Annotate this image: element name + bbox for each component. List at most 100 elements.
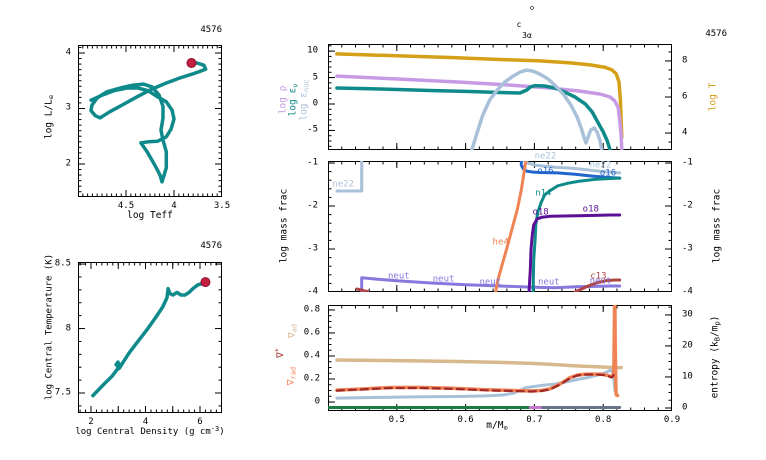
y-right-tick-label: -1: [682, 157, 693, 168]
gradient-panel-canvas: [328, 305, 672, 411]
series-o18: [527, 213, 622, 292]
sun-symbol: ⊙: [503, 424, 508, 432]
profile-top-canvas: [328, 44, 672, 150]
trho-y-axis-title: log Central Temperature (K): [44, 253, 55, 401]
series-n14: [531, 176, 622, 292]
y-tick-label: 3: [65, 102, 71, 113]
series-he4: [494, 161, 528, 292]
entropy-text-close: ): [709, 315, 721, 322]
burn-label-3alpha: 3α: [522, 31, 532, 40]
trho-y-axis-title-text: log Central Temperature (K): [44, 253, 55, 401]
nabla-symbol: ∇: [285, 379, 297, 386]
sun-symbol: ⊙: [47, 94, 56, 100]
entropy-text: entropy (k: [709, 341, 721, 399]
trho-x-axis-title-close: ): [219, 427, 225, 437]
series-c13-left: [355, 287, 370, 292]
rad-subscript: rad: [289, 366, 298, 380]
y-tick-label: 0.2: [303, 373, 320, 384]
series-ne22-env: [521, 161, 622, 175]
log-eps-nuc-text: log ε: [298, 92, 310, 121]
series-grad-rad: [335, 305, 620, 398]
curve-label-ne22: ne22: [534, 151, 557, 162]
burn-label-c: c: [516, 20, 522, 29]
y-right-tick-label: 0: [682, 402, 688, 413]
series-log-rho: [335, 74, 624, 150]
series-entropy: [335, 368, 618, 400]
exponent: -3: [210, 425, 220, 433]
model-number-profiles: 4576: [705, 29, 727, 39]
y-right-tick-label: -3: [682, 243, 693, 254]
y-tick-label: 2: [65, 158, 71, 169]
log-t-axis-label: log T: [707, 82, 719, 112]
series-hr-track-b: [89, 86, 176, 184]
y-tick-label: 8: [65, 323, 71, 334]
series-grad-ad: [335, 358, 623, 370]
y-tick-label: 0.6: [303, 327, 320, 338]
y-tick-label: 5: [312, 72, 318, 83]
current-model-marker: [200, 277, 211, 288]
y-tick-label: 0.4: [303, 350, 320, 361]
log-eps-nu-text: log ε: [287, 87, 299, 117]
series-neut: [360, 276, 622, 292]
hr-y-axis-title: log L/L⊙: [44, 94, 56, 139]
log-rho-axis-label: log ρ: [277, 86, 288, 115]
grad-ad-axis-label: ∇ad: [287, 323, 299, 338]
x-tick-label: 0.9: [663, 415, 681, 425]
entropy-axis-label: entropy (kB/mp): [709, 315, 722, 399]
nabla-symbol: ∇: [274, 352, 286, 358]
trho-x-axis-title: log Central Density (g cm-3): [75, 426, 224, 437]
y-tick-label: 8.5: [54, 258, 71, 269]
y-tick-label: 4: [65, 47, 71, 58]
series-log-eps-nuc: [470, 68, 604, 150]
trho-diagram-canvas: [78, 262, 222, 413]
y-tick-label: 0.8: [303, 304, 320, 315]
series-ne22-core: [335, 161, 364, 193]
kb-subscript: B: [713, 336, 722, 342]
abundance-panel-canvas: [328, 161, 672, 292]
hr-x-axis-title: log Teff: [127, 211, 173, 221]
model-number-trho: 4576: [200, 241, 222, 251]
x-tick-label: 3.5: [213, 201, 231, 211]
y-right-tick-label: 4: [682, 127, 688, 138]
x-tick-label: 0.6: [457, 415, 474, 425]
entropy-text-mid: /m: [709, 325, 721, 337]
plot-frame: [328, 161, 672, 292]
y-tick-label: 0: [314, 396, 320, 407]
series-log-T: [335, 52, 624, 139]
y-right-tick-label: 10: [682, 371, 693, 382]
y-tick-label: 0: [312, 98, 318, 109]
grad-rad-axis-label: ∇rad: [285, 366, 298, 386]
mass-frac-left-axis-label: log mass frac: [278, 189, 289, 263]
y-right-tick-label: -4: [682, 286, 693, 297]
y-tick-label: 7.5: [54, 387, 71, 398]
hr-x-axis-title-text: log Teff: [127, 210, 173, 221]
mass-x-axis-title-text: m/M: [486, 420, 504, 431]
nuc-subscript: nuc: [302, 79, 311, 93]
trho-x-axis-title-text: log Central Density (g cm: [75, 427, 211, 437]
y-tick-label: -4: [307, 286, 318, 297]
y-tick-label: -3: [307, 243, 318, 254]
log-eps-nuc-axis-label: log εnuc: [298, 79, 311, 121]
mass-frac-right-text: log mass frac: [711, 188, 723, 264]
log-t-text: log T: [707, 82, 719, 112]
model-number-hr: 4576: [200, 25, 222, 35]
y-right-tick-label: -2: [682, 200, 693, 211]
mp-subscript: p: [713, 321, 722, 326]
y-tick-label: 10: [307, 45, 318, 56]
mass-x-axis-title: m/M⊙: [486, 421, 507, 432]
hr-diagram-canvas: [78, 45, 222, 197]
series-c13: [573, 278, 622, 292]
y-tick-label: -5: [307, 124, 318, 135]
y-right-tick-label: 30: [682, 309, 693, 320]
plot-frame: [78, 45, 222, 197]
series-log-eps-nu: [335, 83, 612, 150]
nu-subscript: ν: [291, 83, 300, 88]
series-o16: [519, 161, 622, 180]
y-right-tick-label: 6: [682, 91, 688, 102]
mass-frac-right-axis-label: log mass frac: [711, 188, 723, 264]
ad-subscript: ad: [290, 323, 299, 333]
current-model-marker: [186, 57, 197, 68]
y-tick-label: -1: [307, 157, 318, 168]
x-tick-label: 0.8: [595, 415, 612, 425]
